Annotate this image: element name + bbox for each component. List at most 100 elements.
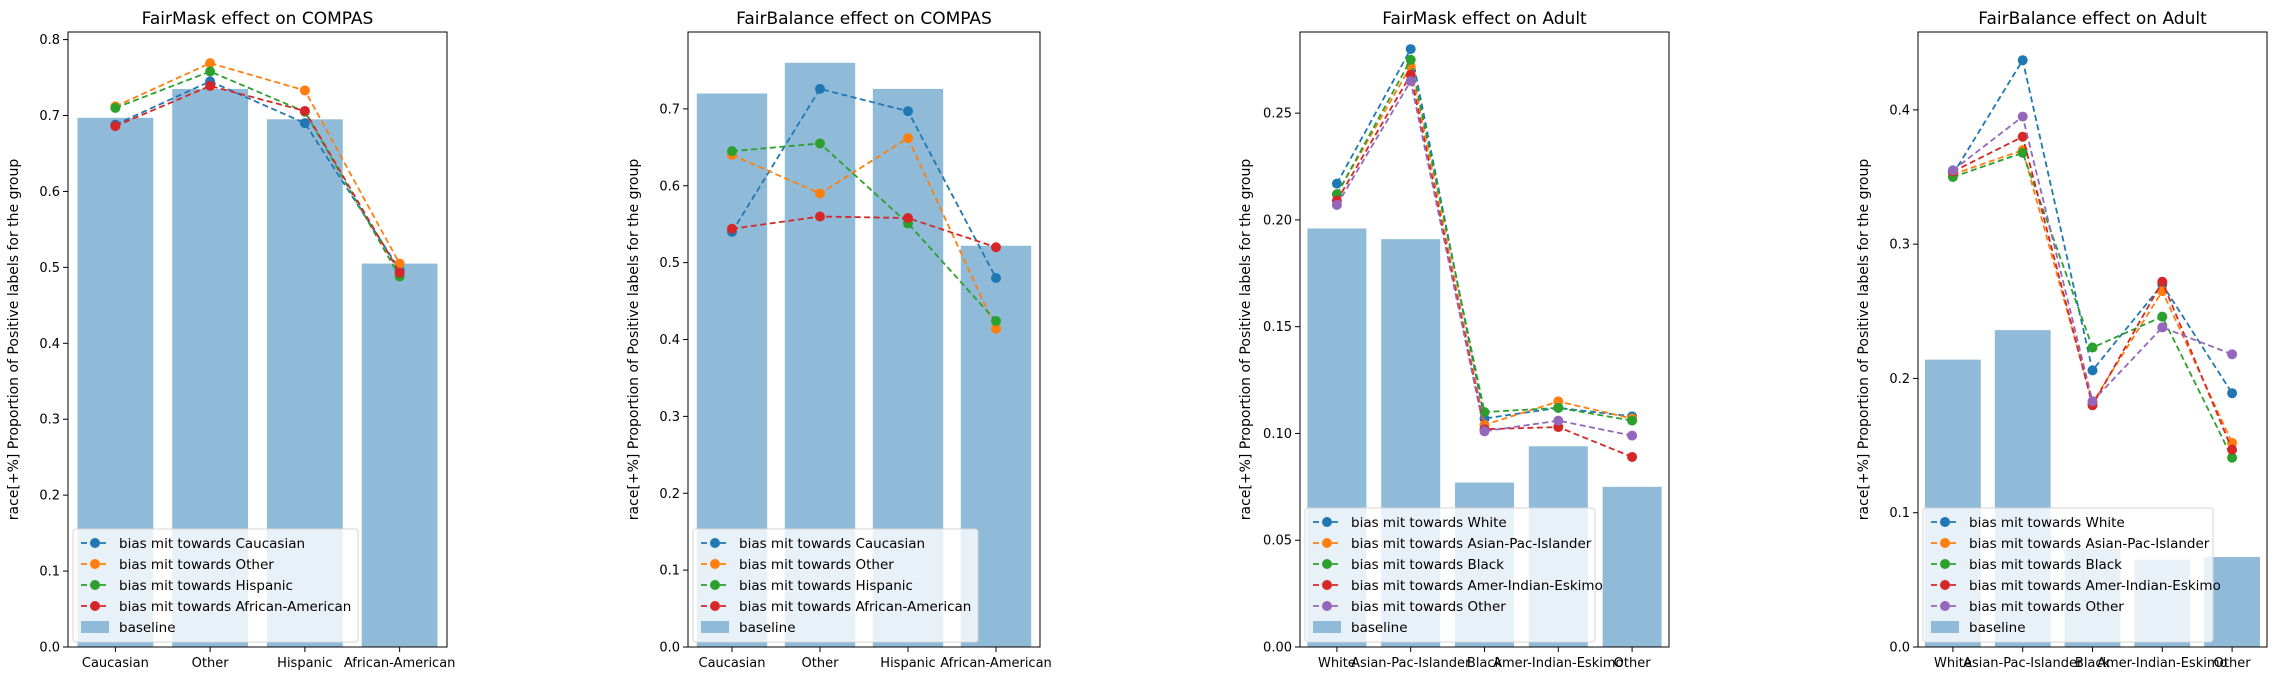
series-point <box>2227 349 2238 360</box>
legend-label: bias mit towards Asian-Pac-Islander <box>1351 536 1592 552</box>
x-tick-label: Asian-Pac-Islander <box>1963 656 2083 671</box>
y-tick-label: 0.7 <box>659 102 680 117</box>
legend-marker <box>1940 601 1950 611</box>
legend-swatch <box>1931 621 1959 633</box>
y-tick-label: 0.2 <box>1889 372 1910 387</box>
legend-marker <box>710 538 720 548</box>
legend-swatch <box>1313 621 1341 633</box>
x-tick-label: Other <box>1614 656 1652 671</box>
y-tick-label: 0.5 <box>39 261 60 276</box>
y-tick-label: 0.1 <box>1889 506 1910 521</box>
y-tick-label: 0.6 <box>39 185 60 200</box>
legend-marker <box>710 601 720 611</box>
x-tick-label: Black <box>2075 656 2111 671</box>
x-tick-label: Asian-Pac-Islander <box>1351 656 1471 671</box>
series-point <box>815 188 825 199</box>
legend-marker <box>90 538 100 548</box>
legend-marker <box>1322 538 1332 548</box>
legend-marker <box>1940 580 1950 590</box>
legend-label: baseline <box>119 620 176 636</box>
y-tick-label: 0.00 <box>1263 641 1292 656</box>
chart-panel-4: 0.0 0.1 0.2 0.3 0.4 WhiteAsian-Pac-IslanderBl… <box>1856 9 2268 671</box>
legend-label: bias mit towards Black <box>1969 557 2122 573</box>
series-line <box>115 84 401 274</box>
series-line <box>115 80 401 271</box>
legend-marker <box>90 559 100 569</box>
baseline-bar <box>361 263 438 647</box>
legend-marker <box>1940 517 1950 527</box>
series-point <box>727 146 737 157</box>
y-tick-label: 0.4 <box>659 333 680 348</box>
x-tick-label: Hispanic <box>880 656 935 671</box>
legend-label: bias mit towards Amer-Indian-Eskimo <box>1969 578 2221 594</box>
series-point <box>727 223 737 234</box>
series-point <box>1627 415 1638 426</box>
y-tick-label: 0.0 <box>1889 641 1910 656</box>
y-tick-label: 0.6 <box>659 179 680 194</box>
legend-label: bias mit towards Other <box>1969 599 2124 615</box>
legend-label: bias mit towards African-American <box>119 599 351 615</box>
y-tick-label: 0.15 <box>1263 320 1292 335</box>
series-point <box>2157 276 2168 287</box>
legend-box <box>1922 507 2214 643</box>
legend: bias mit towards White bias mit towards A… <box>1922 507 2221 643</box>
y-tick-label: 0.0 <box>39 641 60 656</box>
series-point <box>815 211 825 222</box>
series-point <box>991 242 1001 253</box>
series-point <box>205 58 216 69</box>
series-point <box>903 106 913 117</box>
series-point <box>110 121 121 132</box>
legend-label: bias mit towards African-American <box>739 599 971 615</box>
chart-panel-2: 0.0 0.1 0.2 0.3 0.4 0.5 0.6 0.7 Caucasian Other Hi… <box>626 9 1052 671</box>
series-point <box>299 85 310 96</box>
chart-title: FairMask effect on COMPAS <box>142 9 374 29</box>
series-point <box>991 316 1001 327</box>
series-point <box>1479 407 1490 418</box>
legend-box <box>1304 507 1596 643</box>
series-point <box>991 323 1001 334</box>
legend-label: bias mit towards Other <box>739 557 894 573</box>
x-tick-label: Other <box>802 656 840 671</box>
series-point <box>903 213 913 224</box>
series-point <box>1405 44 1416 55</box>
series-point <box>2227 444 2238 455</box>
y-tick-label: 0.4 <box>39 337 60 352</box>
chart-title: FairBalance effect on COMPAS <box>736 9 992 29</box>
legend-label: bias mit towards White <box>1969 515 2125 531</box>
x-tick-label: African-American <box>344 656 456 671</box>
y-tick-label: 0.1 <box>39 565 60 580</box>
y-axis-label: race[+%] Proportion of Positive labels f… <box>1238 159 1254 521</box>
series-line <box>731 87 997 279</box>
plot-frame <box>67 31 448 648</box>
y-tick-label: 0.1 <box>659 564 680 579</box>
legend-label: bias mit towards Asian-Pac-Islander <box>1969 536 2210 552</box>
series-point <box>2227 388 2238 399</box>
legend-marker <box>1322 559 1332 569</box>
series-point <box>815 138 825 149</box>
y-axis-label: race[+%] Proportion of Positive labels f… <box>6 159 22 521</box>
series-line <box>1336 46 1633 420</box>
chart-title: FairMask effect on Adult <box>1382 9 1587 29</box>
x-tick-label: Hispanic <box>277 656 332 671</box>
series-point <box>1405 54 1416 65</box>
legend-marker <box>1940 538 1950 548</box>
x-tick-label: Other <box>2214 656 2252 671</box>
y-tick-label: 0.4 <box>1889 103 1910 118</box>
y-tick-label: 0.8 <box>39 33 60 48</box>
series-point <box>205 80 216 91</box>
series-line <box>731 142 997 322</box>
y-tick-label: 0.20 <box>1263 213 1292 228</box>
y-tick-label: 0.3 <box>659 410 680 425</box>
x-tick-label: Caucasian <box>82 656 149 671</box>
y-tick-label: 0.5 <box>659 256 680 271</box>
series-point <box>2087 342 2098 353</box>
series-point <box>2087 396 2098 407</box>
legend-swatch <box>81 621 109 633</box>
legend-label: baseline <box>739 620 796 636</box>
legend-label: bias mit towards Hispanic <box>739 578 913 594</box>
series-point <box>1947 165 1958 176</box>
x-tick-label: Amer-Indian-Eskimo <box>1493 656 1623 671</box>
series-point <box>1627 430 1638 441</box>
y-tick-label: 0.05 <box>1263 534 1292 549</box>
series-line <box>115 70 401 277</box>
